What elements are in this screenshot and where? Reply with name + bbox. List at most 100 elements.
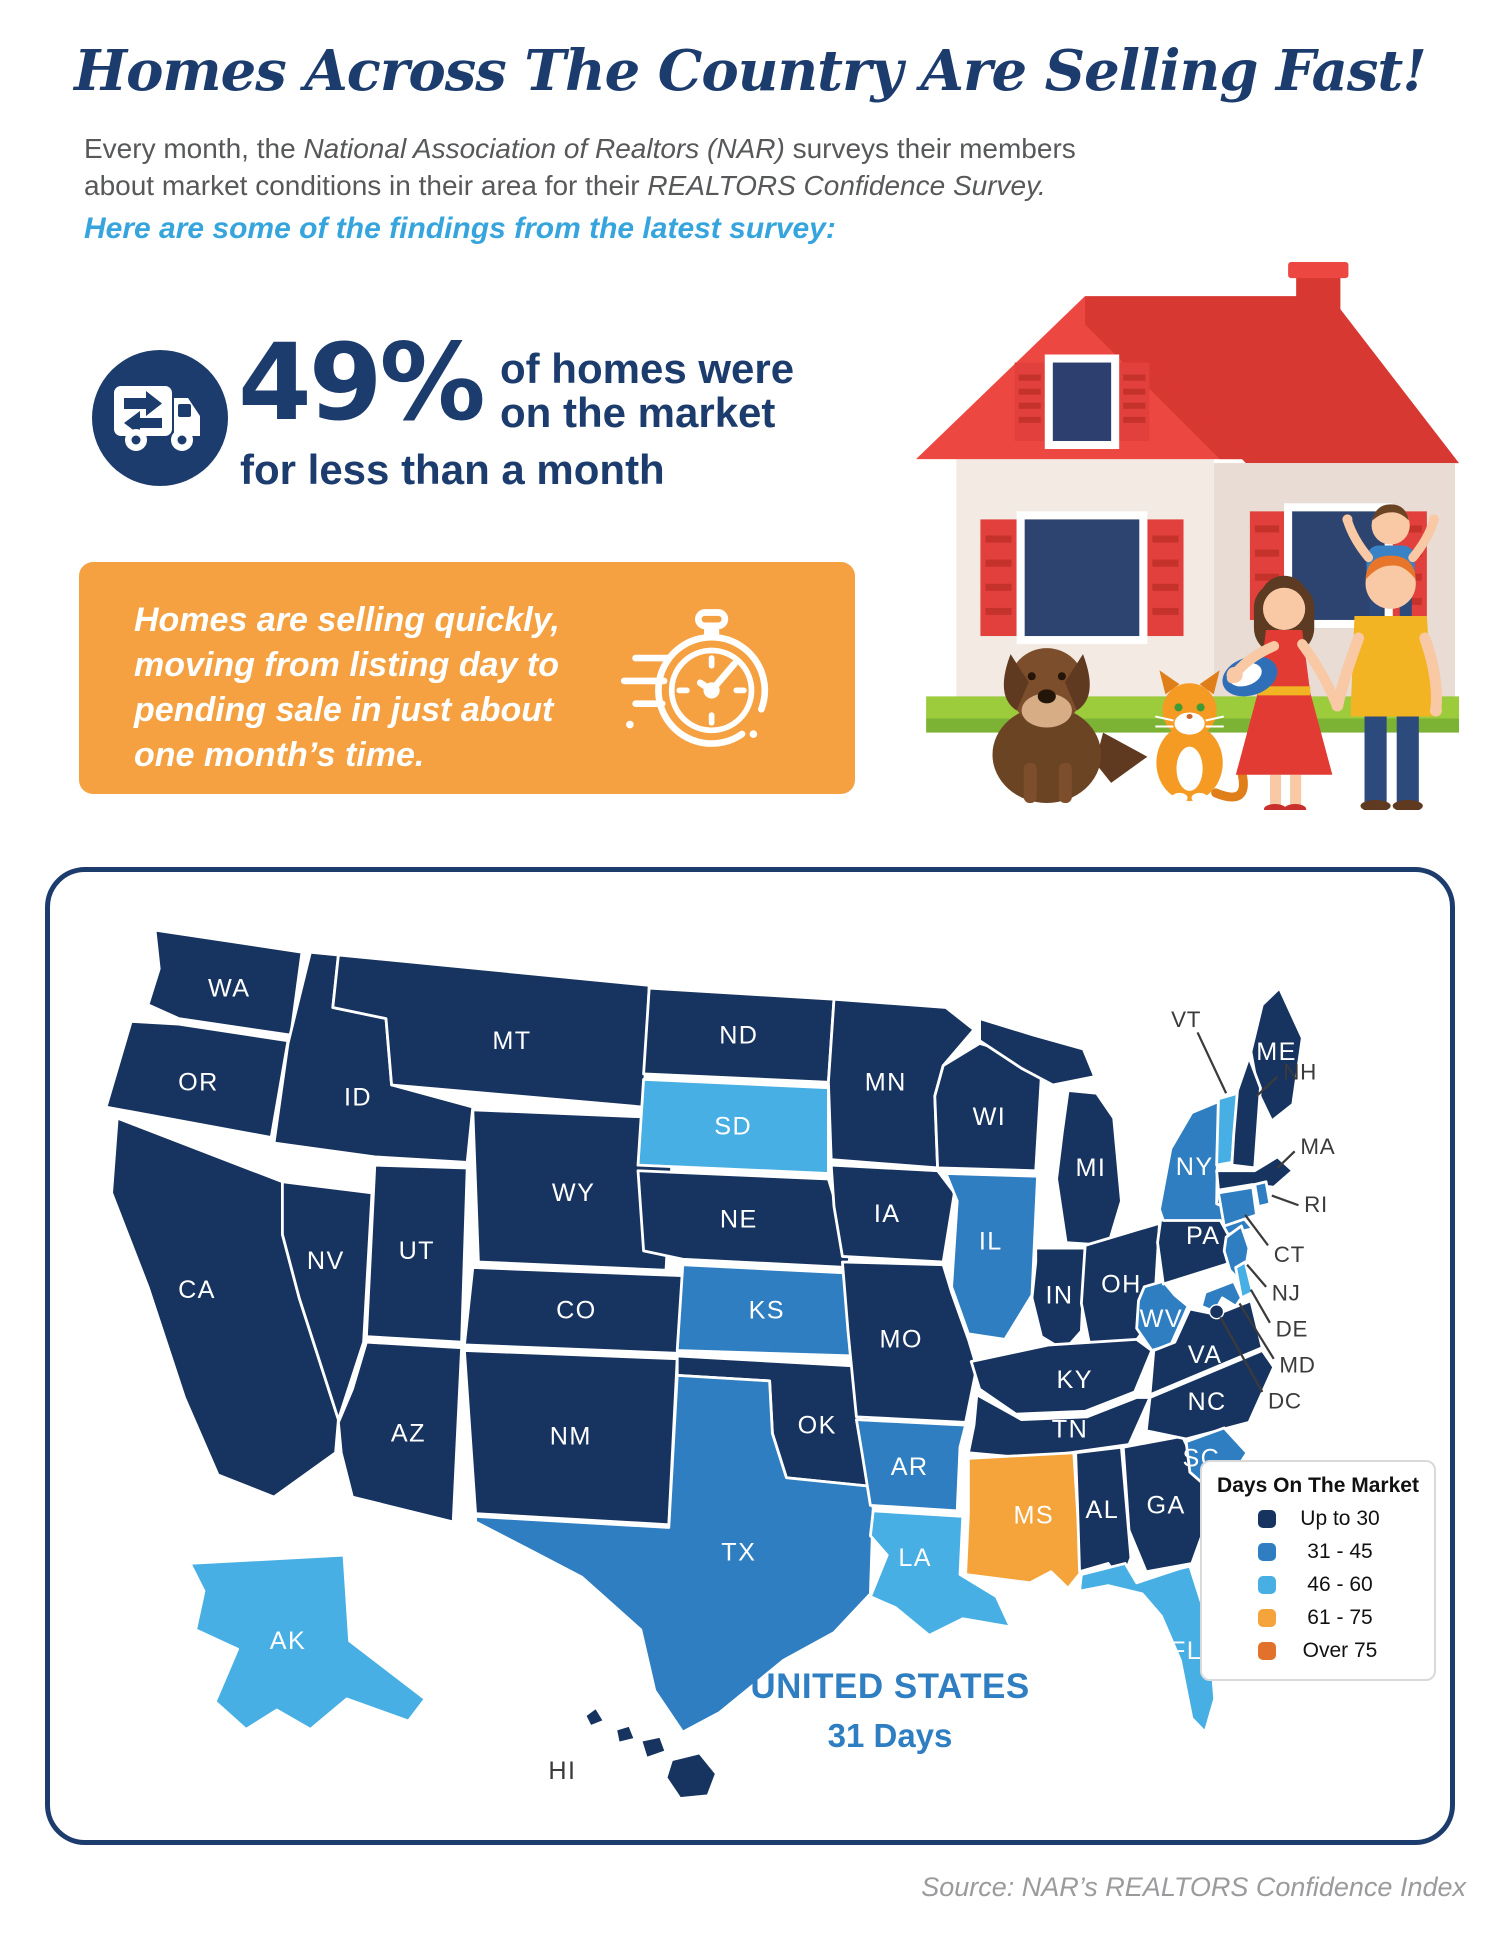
upper-window xyxy=(1014,354,1150,450)
state-label-MI: MI xyxy=(1076,1154,1107,1182)
state-MD xyxy=(1199,1279,1243,1314)
legend-item: Up to 30 xyxy=(1202,1507,1434,1531)
callout-line-RI xyxy=(1271,1194,1299,1207)
state-CT xyxy=(1217,1185,1258,1228)
state-label-AK: AK xyxy=(270,1627,306,1655)
state-label-NM: NM xyxy=(550,1423,592,1451)
legend-swatch xyxy=(1258,1576,1276,1594)
state-label-ID: ID xyxy=(344,1084,372,1112)
map-legend: Days On The Market Up to 30 31 - 45 46 - 6… xyxy=(1200,1460,1436,1681)
state-HI xyxy=(614,1723,637,1745)
state-label-IN: IN xyxy=(1046,1282,1074,1310)
state-AR xyxy=(855,1418,967,1513)
state-label-AR: AR xyxy=(891,1453,929,1481)
state-label-NV: NV xyxy=(307,1247,345,1275)
state-VA xyxy=(1148,1299,1264,1397)
state-label-MN: MN xyxy=(865,1069,907,1097)
state-OR xyxy=(104,1019,290,1139)
stopwatch-icon xyxy=(609,584,799,774)
us-overall-days: 31 Days xyxy=(827,1717,953,1754)
state-label-MS: MS xyxy=(1014,1501,1055,1529)
highlight-line-2: moving from listing day to xyxy=(134,646,560,684)
callout-label-MD: MD xyxy=(1279,1353,1315,1378)
callout-label-CT: CT xyxy=(1274,1242,1305,1267)
state-label-VA: VA xyxy=(1188,1341,1223,1369)
callout-line-VT xyxy=(1196,1031,1228,1094)
intro-line-2: about market conditions in their area fo… xyxy=(84,167,1384,204)
state-AZ xyxy=(337,1340,463,1524)
state-label-IA: IA xyxy=(874,1200,901,1228)
state-KY xyxy=(969,1338,1154,1416)
state-label-FL: FL xyxy=(1170,1637,1202,1665)
state-IL xyxy=(944,1172,1039,1341)
highlight-line-1: Homes are selling quickly, xyxy=(134,601,560,639)
callout-label-NH: NH xyxy=(1283,1060,1317,1085)
state-LA xyxy=(869,1509,1012,1637)
callout-label-DC: DC xyxy=(1268,1389,1302,1414)
callout-label-NJ: NJ xyxy=(1272,1281,1301,1306)
stat-49-percent: 49% xyxy=(238,321,486,444)
state-label-MO: MO xyxy=(880,1326,923,1354)
callout-line-NH xyxy=(1255,1075,1279,1097)
cat-illustration xyxy=(1155,670,1248,803)
intro-paragraph: Every month, the National Association of… xyxy=(84,130,1384,204)
state-TX xyxy=(474,1373,875,1734)
state-label-CO: CO xyxy=(556,1297,597,1325)
state-label-WY: WY xyxy=(552,1179,595,1207)
legend-label: 31 - 45 xyxy=(1307,1540,1373,1563)
stat-description: of homes were on the market xyxy=(500,347,794,435)
us-overall-label: UNITED STATES xyxy=(750,1667,1030,1706)
callout-line-DC xyxy=(1219,1316,1264,1393)
state-MI xyxy=(978,1017,1097,1087)
state-label-NC: NC xyxy=(1187,1388,1226,1416)
callout-label-RI: RI xyxy=(1304,1192,1328,1217)
legend-label: Over 75 xyxy=(1302,1639,1378,1662)
state-label-TN: TN xyxy=(1052,1416,1088,1444)
legend-swatch xyxy=(1258,1642,1276,1660)
stat-line-3: for less than a month xyxy=(240,446,665,493)
state-label-WV: WV xyxy=(1140,1305,1183,1333)
state-label-NY: NY xyxy=(1176,1153,1214,1181)
state-AK xyxy=(188,1553,427,1731)
state-label-HI: HI xyxy=(548,1757,576,1785)
state-NH xyxy=(1230,1055,1262,1170)
state-FL xyxy=(1078,1562,1217,1734)
legend-item: 61 - 75 xyxy=(1202,1606,1434,1630)
stat-line-2: on the market xyxy=(500,389,776,436)
highlight-text: Homes are selling quickly, moving from l… xyxy=(134,598,560,778)
house-illustration xyxy=(895,262,1460,815)
intro-text: about market conditions in their area fo… xyxy=(84,170,648,201)
state-label-OH: OH xyxy=(1101,1271,1142,1299)
legend-label: Up to 30 xyxy=(1300,1507,1380,1530)
state-label-CA: CA xyxy=(178,1276,216,1304)
state-label-KS: KS xyxy=(749,1297,785,1325)
dog-illustration xyxy=(992,648,1148,803)
state-label-ME: ME xyxy=(1256,1038,1297,1066)
mother-illustration xyxy=(1222,575,1341,815)
legend-item: 46 - 60 xyxy=(1202,1573,1434,1597)
state-HI xyxy=(639,1734,668,1760)
state-CO xyxy=(463,1266,687,1355)
legend-item: Over 75 xyxy=(1202,1639,1434,1663)
lower-window xyxy=(980,511,1184,645)
state-label-LA: LA xyxy=(898,1544,932,1572)
state-SD xyxy=(636,1078,830,1175)
callout-line-NJ xyxy=(1246,1264,1267,1288)
state-label-OK: OK xyxy=(798,1412,837,1440)
state-label-OR: OR xyxy=(178,1069,219,1097)
legend-swatch xyxy=(1258,1510,1276,1528)
callout-line-CT xyxy=(1244,1214,1269,1247)
callout-line-MD xyxy=(1238,1302,1275,1360)
callout-label-DE: DE xyxy=(1276,1317,1309,1342)
legend-swatch xyxy=(1258,1543,1276,1561)
highlight-box: Homes are selling quickly, moving from l… xyxy=(79,562,855,794)
state-WY xyxy=(471,1108,676,1272)
state-label-KY: KY xyxy=(1057,1366,1093,1394)
intro-italic-nar: National Association of Realtors (NAR) xyxy=(303,133,785,164)
state-MA xyxy=(1215,1155,1295,1192)
highlight-line-3: pending sale in just about xyxy=(134,691,554,729)
state-MT xyxy=(331,953,651,1109)
intro-text: surveys their members xyxy=(784,133,1076,164)
moving-truck-icon xyxy=(90,348,230,488)
